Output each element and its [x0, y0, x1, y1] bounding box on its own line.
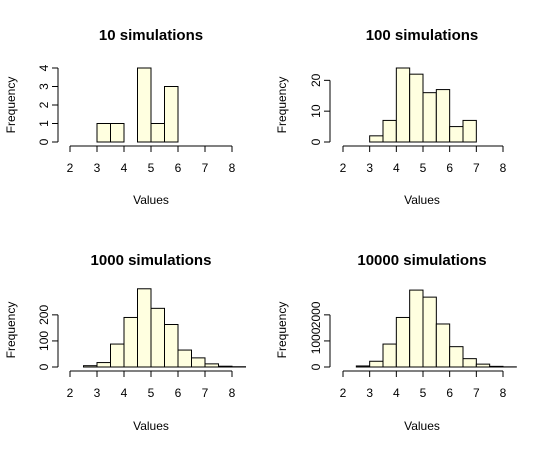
histogram-bar — [110, 343, 125, 368]
panel-1000-simulations: 1000 simulations Values Frequency 2 3 4 5 6 7… — [4, 252, 246, 433]
y-tick-label: 2000 — [309, 301, 323, 328]
x-tick-label: 6 — [175, 161, 182, 175]
histogram-bar — [369, 360, 384, 368]
panel-100-simulations: 100 simulations Values Frequency 2 3 4 5 6 7 8… — [275, 27, 507, 207]
x-tick-label: 2 — [340, 161, 347, 175]
y-tick-label: 2 — [37, 101, 51, 108]
histogram-bar — [475, 363, 491, 368]
x-tick-label: 8 — [229, 161, 236, 175]
y-tick-label: 4 — [37, 64, 51, 71]
x-tick-label: 6 — [446, 161, 453, 175]
chart-title: 10 simulations — [99, 27, 203, 44]
y-axis-label: Frequency — [4, 77, 18, 134]
x-tick-label: 7 — [202, 386, 209, 400]
y-tick-label: 0 — [37, 363, 51, 370]
x-tick-label: 8 — [500, 386, 507, 400]
y-tick-label: 0 — [309, 363, 323, 370]
y-tick-label: 1000 — [309, 327, 323, 354]
y-tick-label: 3 — [37, 83, 51, 90]
histogram-bar — [164, 324, 179, 368]
histogram-bar — [150, 307, 165, 368]
histogram-bar — [96, 123, 111, 143]
x-tick-label: 3 — [94, 161, 101, 175]
histogram-bar — [177, 349, 192, 368]
histogram-bar — [83, 365, 98, 368]
x-tick-label: 3 — [366, 161, 373, 175]
x-tick-label: 7 — [473, 386, 480, 400]
x-tick-label: 7 — [473, 161, 480, 175]
x-tick-label: 6 — [175, 386, 182, 400]
x-tick-label: 7 — [202, 161, 209, 175]
y-tick-label: 10 — [309, 104, 323, 118]
histogram-bar — [422, 92, 437, 143]
histogram-bar — [150, 123, 165, 143]
x-tick-label: 5 — [420, 161, 427, 175]
x-axis-label: Values — [133, 193, 169, 207]
x-tick-label: 4 — [121, 386, 128, 400]
chart-title: 100 simulations — [366, 27, 479, 44]
x-tick-label: 3 — [366, 386, 373, 400]
histogram-bar — [449, 346, 464, 368]
y-tick-label: 0 — [309, 138, 323, 145]
histogram-bar — [164, 86, 179, 143]
histogram-bar — [382, 343, 397, 368]
histogram-bar — [409, 289, 424, 368]
chart-title: 1000 simulations — [91, 252, 212, 269]
x-tick-label: 4 — [393, 386, 400, 400]
histogram-bar — [204, 363, 219, 368]
y-tick-label: 0 — [37, 138, 51, 145]
histogram-bar — [191, 357, 206, 368]
x-tick-label: 6 — [446, 386, 453, 400]
y-axis-label: Frequency — [4, 302, 18, 359]
histogram-bar — [409, 73, 424, 143]
histogram-bar — [489, 365, 504, 368]
x-tick-label: 3 — [94, 386, 101, 400]
y-axis-label: Frequency — [275, 302, 289, 359]
y-tick-label: 100 — [37, 331, 51, 351]
x-tick-label: 2 — [340, 386, 347, 400]
histogram-bar — [435, 89, 451, 143]
histogram-bar — [137, 288, 152, 368]
x-tick-label: 2 — [67, 161, 74, 175]
histogram-bar — [96, 362, 111, 368]
x-tick-label: 5 — [148, 161, 155, 175]
histogram-bar — [462, 358, 477, 368]
panel-10-simulations: 10 simulations Values Frequency 2 3 4 5 6 7 8 0… — [4, 27, 236, 207]
histogram-bar — [435, 323, 451, 368]
chart-title: 10000 simulations — [357, 252, 486, 269]
histogram-bar — [462, 119, 477, 143]
histogram-bar — [369, 135, 384, 143]
x-tick-label: 8 — [229, 386, 236, 400]
x-tick-label: 4 — [121, 161, 128, 175]
x-axis-label: Values — [133, 419, 169, 433]
x-tick-label: 5 — [420, 386, 427, 400]
y-tick-label: 20 — [309, 73, 323, 87]
histogram-bar — [382, 119, 397, 143]
histogram-bar — [395, 67, 411, 143]
histogram-bar — [137, 67, 152, 143]
histogram-bar — [123, 316, 138, 368]
y-tick-label: 200 — [37, 305, 51, 325]
x-tick-label: 8 — [500, 161, 507, 175]
x-tick-label: 2 — [67, 386, 74, 400]
x-tick-label: 4 — [393, 161, 400, 175]
histogram-bar — [355, 365, 371, 368]
x-axis-label: Values — [404, 193, 440, 207]
x-tick-label: 5 — [148, 386, 155, 400]
histogram-bar — [395, 316, 411, 368]
y-axis-label: Frequency — [275, 77, 289, 134]
histogram-bar — [449, 126, 464, 143]
panel-10000-simulations: 10000 simulations Values Frequency 2 3 4 5 6… — [275, 252, 517, 433]
histogram-bar — [110, 123, 125, 143]
x-axis-label: Values — [404, 419, 440, 433]
histogram-bar — [218, 365, 233, 368]
histogram-bar — [422, 296, 437, 368]
y-tick-label: 1 — [37, 120, 51, 127]
